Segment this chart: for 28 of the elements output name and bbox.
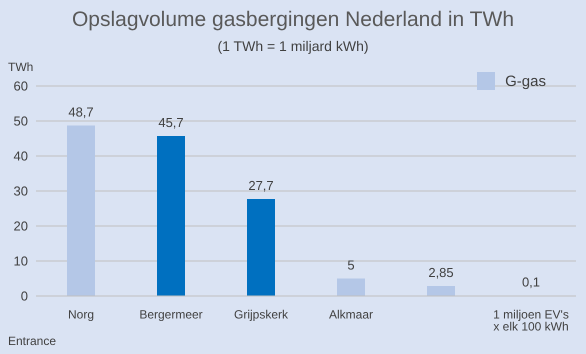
x-tick-label: Norg [68,308,94,322]
x-tick-label: 1 miljoen EV's x elk 100 kWh [493,308,569,334]
bar [247,199,275,296]
text: Entrance [8,334,56,348]
y-axis-title: TWh [8,60,34,74]
y-tick-label: 40 [14,148,28,164]
x-tick-label: Alkmaar [328,308,374,322]
y-tick-label: 10 [14,254,28,269]
data-label: 27,7 [248,178,274,194]
y-tick-label: 60 [14,78,28,94]
data-label: 45,7 [158,115,184,130]
data-label: 2,85 [428,265,454,280]
legend-label: G-gas [505,72,546,90]
bar [67,126,95,296]
y-tick-label: 50 [14,114,28,129]
chart-title: Opslagvolume gasbergingen Nederland in TWh [70,8,516,32]
x-tick-label: Bergermeer [139,308,203,322]
bar [337,278,365,296]
x-tick-label: Grijpskerk [234,308,289,322]
data-label: 5 [347,258,355,272]
y-tick-label: 30 [14,184,28,199]
y-tick-label: 0 [20,288,28,304]
bar [427,286,455,296]
data-label: 48,7 [68,104,94,120]
chart-subtitle: (1 TWh = 1 miljard kWh) [216,38,370,54]
data-label: 0,1 [522,274,540,290]
y-tick-label: 20 [14,218,28,234]
bar [157,136,185,296]
